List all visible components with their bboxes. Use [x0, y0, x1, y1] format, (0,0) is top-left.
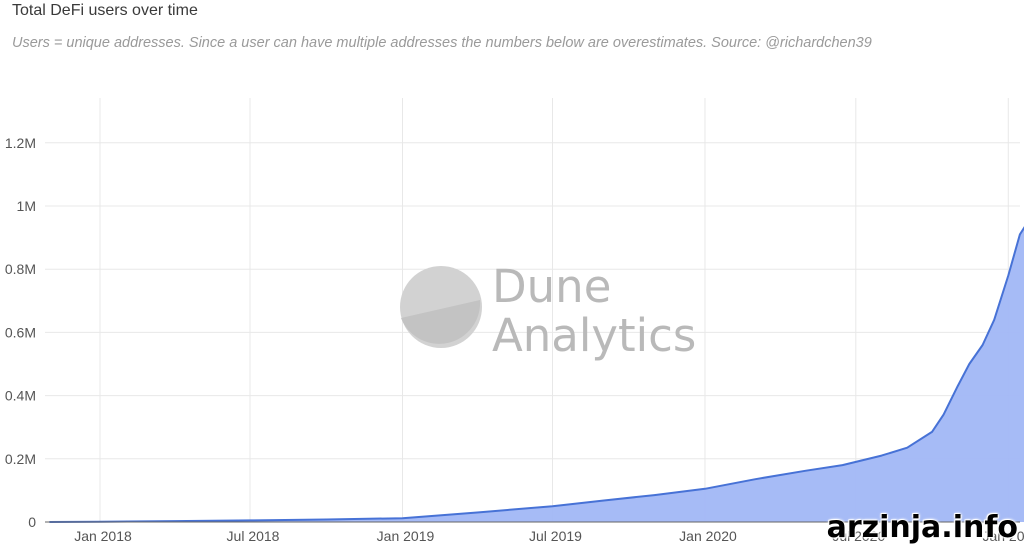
- x-axis-tick-labels: Jan 2018 Jul 2018 Jan 2019 Jul 2019 Jan 2020…: [74, 528, 1024, 544]
- data-point: [931, 431, 933, 433]
- y-tick-label: 0.8M: [5, 261, 36, 277]
- watermark-line-2: Analytics: [492, 309, 696, 362]
- data-point: [982, 344, 984, 346]
- x-tick-label: Jul 2018: [227, 528, 280, 544]
- watermark-circle-shade: [401, 300, 481, 344]
- data-point: [552, 505, 554, 507]
- y-tick-label: 1.2M: [5, 135, 36, 151]
- y-tick-label: 1M: [17, 198, 36, 214]
- y-tick-label: 0.4M: [5, 388, 36, 404]
- data-point: [174, 520, 176, 522]
- data-point: [804, 470, 806, 472]
- grid: [45, 98, 1020, 522]
- data-point: [48, 521, 50, 523]
- site-watermark-text: arzinja.info: [826, 510, 1018, 545]
- y-axis-tick-labels: 0 0.2M 0.4M 0.6M 0.8M 1M 1.2M: [5, 135, 36, 530]
- y-tick-label: 0: [28, 514, 36, 530]
- y-tick-label: 0.2M: [5, 451, 36, 467]
- data-point: [325, 519, 327, 521]
- data-point: [881, 455, 883, 457]
- data-point: [603, 500, 605, 502]
- data-point: [957, 385, 959, 387]
- x-tick-label: Jul 2019: [529, 528, 582, 544]
- x-tick-label: Jan 2020: [679, 528, 737, 544]
- data-point: [1019, 233, 1021, 235]
- data-point: [968, 363, 970, 365]
- watermark-line-1: Dune: [492, 260, 611, 313]
- series-line: [49, 226, 1024, 523]
- data-point: [653, 494, 655, 496]
- data-point: [99, 521, 101, 523]
- data-point: [906, 447, 908, 449]
- data-point: [842, 464, 844, 466]
- data-point: [993, 319, 995, 321]
- x-tick-label: Jan 2018: [74, 528, 132, 544]
- data-point: [249, 519, 251, 521]
- data-point: [754, 478, 756, 480]
- x-tick-label: Jan 2019: [377, 528, 435, 544]
- data-point: [476, 512, 478, 514]
- y-tick-label: 0.6M: [5, 324, 36, 340]
- x-tick-label: Jul 2020: [832, 528, 885, 544]
- data-point: [1007, 275, 1009, 277]
- chart-title: Total DeFi users over time: [12, 2, 198, 19]
- data-point: [704, 488, 706, 490]
- area-fill: [49, 227, 1024, 522]
- chart-subtitle: Users = unique addresses. Since a user c…: [12, 35, 872, 51]
- data-point: [402, 517, 404, 519]
- dune-analytics-watermark: Dune Analytics: [400, 260, 696, 362]
- x-tick-label: Jan 2021: [982, 528, 1024, 544]
- data-point: [943, 414, 945, 416]
